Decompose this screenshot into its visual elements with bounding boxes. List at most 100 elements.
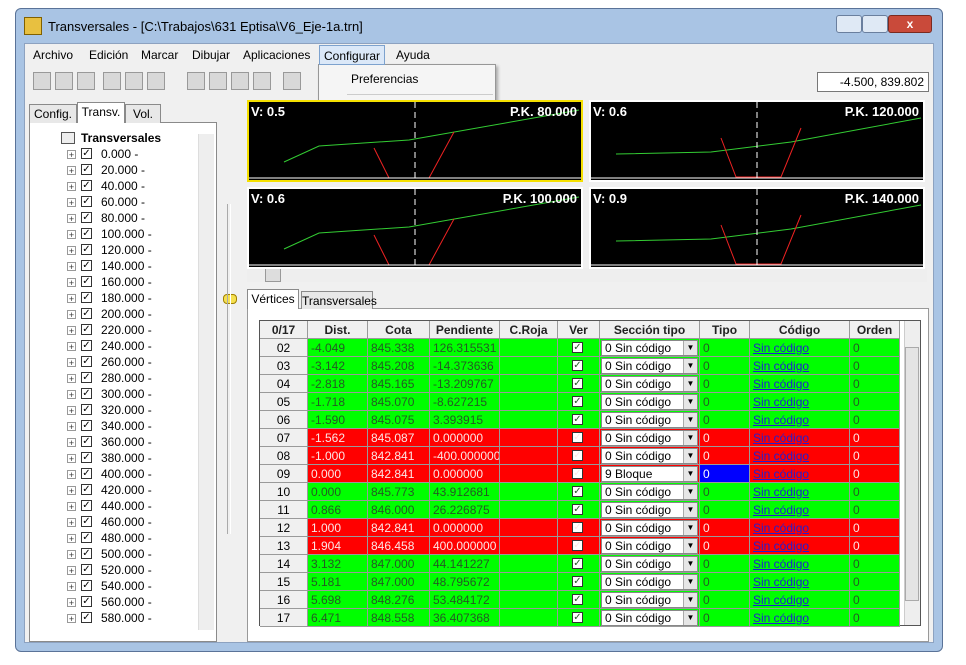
column-header[interactable]: 0/17 <box>260 321 308 339</box>
table-cell[interactable]: ✓ <box>558 447 600 465</box>
table-cell[interactable]: Sin código <box>750 465 850 483</box>
table-cell[interactable]: 0 <box>850 465 900 483</box>
combo-box[interactable]: 0 Sin código ▼ <box>601 430 698 446</box>
combo-box[interactable]: 0 Sin código ▼ <box>601 484 698 500</box>
table-cell[interactable]: 0 <box>850 339 900 357</box>
expander[interactable]: + <box>67 406 76 416</box>
combo-arrow[interactable]: ▼ <box>683 503 697 517</box>
table-cell[interactable]: ✓ <box>558 483 600 501</box>
checkbox[interactable]: ✓ <box>572 504 583 515</box>
table-cell[interactable]: ✓ <box>558 393 600 411</box>
checkbox[interactable]: ✓ <box>81 436 92 447</box>
checkbox[interactable]: ✓ <box>81 308 92 319</box>
table-cell[interactable]: 0 <box>850 501 900 519</box>
table-cell[interactable]: 0 Sin código ▼ <box>600 573 700 591</box>
checkbox[interactable]: ✓ <box>572 522 583 533</box>
checkbox[interactable]: ✓ <box>81 404 92 415</box>
checkbox[interactable]: ✓ <box>572 468 583 479</box>
table-cell[interactable]: 0 <box>850 555 900 573</box>
expander[interactable]: + <box>67 294 76 304</box>
table-cell[interactable]: Sin código <box>750 339 850 357</box>
tree-item[interactable]: 400.000 - <box>101 467 152 481</box>
combo-arrow[interactable]: ▼ <box>683 593 697 607</box>
table-cell[interactable]: 0 <box>700 609 750 627</box>
combo-arrow[interactable]: ▼ <box>683 341 697 355</box>
tree-item[interactable]: 40.000 - <box>101 179 146 193</box>
table-cell[interactable]: 0 <box>850 375 900 393</box>
column-header[interactable]: Sección tipo <box>600 321 700 339</box>
table-cell[interactable]: ✓ <box>558 573 600 591</box>
expander[interactable]: + <box>67 534 76 544</box>
table-cell[interactable]: Sin código <box>750 393 850 411</box>
table-cell[interactable]: 0 Sin código ▼ <box>600 429 700 447</box>
checkbox[interactable]: ✓ <box>81 244 92 255</box>
checkbox[interactable]: ✓ <box>81 388 92 399</box>
table-cell[interactable]: ✓ <box>558 537 600 555</box>
expander[interactable]: + <box>67 582 76 592</box>
table-cell[interactable]: 0 <box>700 555 750 573</box>
tree-item[interactable]: 300.000 - <box>101 387 152 401</box>
tree-item[interactable]: 520.000 - <box>101 563 152 577</box>
tree-item[interactable]: 340.000 - <box>101 419 152 433</box>
expander[interactable]: + <box>67 230 76 240</box>
checkbox[interactable]: ✓ <box>81 500 92 511</box>
checkbox[interactable]: ✓ <box>81 516 92 527</box>
toolbar-button[interactable] <box>231 72 249 90</box>
checkbox[interactable]: ✓ <box>572 594 583 605</box>
dropdown-item[interactable]: Preferencias <box>351 72 419 86</box>
menu-item[interactable]: Archivo <box>33 48 74 62</box>
expander[interactable]: + <box>67 358 76 368</box>
tree-root[interactable]: Transversales <box>81 131 162 145</box>
expander[interactable]: + <box>67 198 76 208</box>
table-cell[interactable]: ✓ <box>558 339 600 357</box>
close-button[interactable]: x <box>888 15 932 33</box>
menu-item[interactable]: Dibujar <box>192 48 231 62</box>
expander[interactable]: + <box>67 422 76 432</box>
combo-box[interactable]: 0 Sin código ▼ <box>601 448 698 464</box>
expander[interactable]: + <box>67 214 76 224</box>
checkbox[interactable]: ✓ <box>81 292 92 303</box>
checkbox[interactable]: ✓ <box>81 468 92 479</box>
expander[interactable]: + <box>67 342 76 352</box>
table-cell[interactable]: 0 <box>850 591 900 609</box>
tab[interactable]: Config. <box>29 104 77 123</box>
toolbar-button[interactable] <box>125 72 143 90</box>
tree-item[interactable]: 240.000 - <box>101 339 152 353</box>
table-cell[interactable]: 0 <box>850 393 900 411</box>
tree-item[interactable]: 80.000 - <box>101 211 146 225</box>
expander[interactable]: + <box>67 598 76 608</box>
table-cell[interactable]: 0 <box>700 339 750 357</box>
section-view[interactable]: V: 0.6 P.K. 100.000 <box>247 187 583 269</box>
checkbox[interactable]: ✓ <box>572 558 583 569</box>
table-cell[interactable]: ✓ <box>558 519 600 537</box>
tree-item[interactable]: 360.000 - <box>101 435 152 449</box>
checkbox[interactable]: ✓ <box>81 324 92 335</box>
tree-item[interactable]: 100.000 - <box>101 227 152 241</box>
table-cell[interactable]: ✓ <box>558 465 600 483</box>
expander[interactable]: + <box>67 454 76 464</box>
column-header[interactable]: Tipo <box>700 321 750 339</box>
expander[interactable]: + <box>67 470 76 480</box>
combo-box[interactable]: 0 Sin código ▼ <box>601 502 698 518</box>
checkbox[interactable]: ✓ <box>572 432 583 443</box>
combo-arrow[interactable]: ▼ <box>683 449 697 463</box>
table-cell[interactable]: 0 <box>850 573 900 591</box>
table-cell[interactable]: 0 Sin código ▼ <box>600 555 700 573</box>
combo-box[interactable]: 0 Sin código ▼ <box>601 394 698 410</box>
checkbox[interactable]: ✓ <box>81 580 92 591</box>
table-cell[interactable]: ✓ <box>558 411 600 429</box>
combo-box[interactable]: 0 Sin código ▼ <box>601 574 698 590</box>
tab[interactable]: Transv. <box>77 102 125 123</box>
combo-arrow[interactable]: ▼ <box>683 521 697 535</box>
table-cell[interactable]: 0 <box>850 483 900 501</box>
column-header[interactable]: Pendiente <box>430 321 500 339</box>
checkbox[interactable]: ✓ <box>572 414 583 425</box>
menu-item[interactable]: Marcar <box>141 48 179 62</box>
table-cell[interactable]: 0 <box>700 393 750 411</box>
toolbar-button[interactable] <box>283 72 301 90</box>
checkbox[interactable]: ✓ <box>81 180 92 191</box>
table-cell[interactable]: Sin código <box>750 429 850 447</box>
table-cell[interactable]: 0 Sin código ▼ <box>600 501 700 519</box>
column-header[interactable]: Código <box>750 321 850 339</box>
checkbox[interactable]: ✓ <box>81 420 92 431</box>
